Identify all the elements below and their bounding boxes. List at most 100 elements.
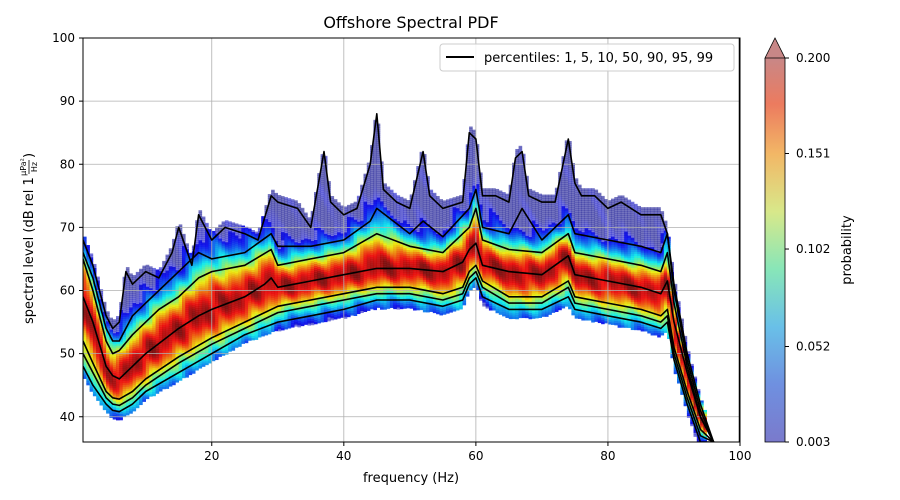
heatmap-cell — [290, 271, 295, 274]
heatmap-cell — [116, 380, 120, 383]
heatmap-cell — [201, 246, 206, 249]
heatmap-cell — [182, 257, 186, 261]
heatmap-cell — [228, 249, 232, 252]
heatmap-cell — [205, 224, 209, 228]
heatmap-cell — [314, 214, 318, 217]
heatmap-cell — [145, 328, 150, 332]
heatmap-cell — [132, 357, 137, 360]
heatmap-cell — [287, 248, 292, 251]
heatmap-cell — [152, 285, 156, 289]
heatmap-cell — [139, 300, 143, 304]
heatmap-cell — [201, 290, 206, 293]
heatmap-cell — [142, 279, 146, 282]
heatmap-cell — [251, 242, 255, 245]
heatmap-cell — [317, 281, 321, 284]
heatmap-cell — [195, 294, 199, 297]
heatmap-cell — [297, 253, 302, 256]
heatmap-cell — [244, 226, 249, 230]
heatmap-cell — [264, 279, 269, 282]
heatmap-cell — [238, 238, 242, 241]
heatmap-cell — [310, 292, 315, 296]
heatmap-cell — [198, 322, 203, 325]
heatmap-cell — [277, 275, 282, 278]
heatmap-cell — [158, 359, 163, 362]
heatmap-cell — [330, 266, 335, 269]
heatmap-cell — [287, 212, 292, 215]
heatmap-cell — [86, 327, 90, 330]
heatmap-cell — [264, 333, 269, 336]
heatmap-cell — [135, 381, 140, 385]
heatmap-cell — [323, 235, 328, 239]
heatmap-cell — [139, 396, 143, 400]
heatmap-cell — [178, 258, 183, 261]
heatmap-cell — [92, 353, 97, 357]
heatmap-cell — [290, 281, 295, 284]
heatmap-cell — [162, 356, 166, 360]
heatmap-cell — [158, 285, 163, 288]
heatmap-cell — [307, 231, 311, 234]
heatmap-cell — [323, 267, 328, 271]
heatmap-cell — [231, 264, 236, 267]
heatmap-cell — [297, 275, 302, 278]
heatmap-cell — [106, 385, 110, 388]
heatmap-cell — [142, 349, 146, 352]
heatmap-cell — [284, 293, 288, 296]
heatmap-cell — [198, 338, 203, 341]
heatmap-cell — [297, 273, 302, 276]
heatmap-cell — [307, 293, 311, 296]
heatmap-cell — [145, 306, 150, 310]
heatmap-cell — [139, 336, 143, 340]
heatmap-cell — [314, 224, 318, 227]
heatmap-cell — [224, 340, 229, 343]
heatmap-cell — [139, 348, 143, 352]
heatmap-cell — [139, 344, 143, 348]
heatmap-cell — [96, 346, 100, 349]
heatmap-cell — [333, 265, 338, 268]
heatmap-cell — [158, 353, 163, 356]
heatmap-cell — [158, 333, 163, 336]
heatmap-cell — [119, 405, 123, 409]
heatmap-cell — [162, 280, 166, 284]
heatmap-cell — [294, 244, 298, 247]
heatmap-cell — [281, 282, 285, 285]
heatmap-cell — [129, 349, 133, 352]
heatmap-cell — [198, 324, 203, 327]
heatmap-cell — [132, 307, 137, 310]
heatmap-cell — [231, 280, 236, 283]
heatmap-cell — [267, 254, 272, 257]
heatmap-cell — [267, 282, 272, 285]
heatmap-cell — [320, 234, 325, 237]
heatmap-cell — [320, 172, 325, 175]
heatmap-cell — [129, 333, 133, 336]
heatmap-cell — [271, 261, 275, 265]
heatmap-cell — [152, 379, 156, 383]
heatmap-cell — [310, 312, 315, 316]
heatmap-cell — [281, 284, 285, 287]
heatmap-cell — [211, 244, 216, 248]
heatmap-cell — [274, 234, 278, 238]
heatmap-cell — [281, 264, 285, 267]
heatmap-cell — [297, 263, 302, 266]
heatmap-cell — [330, 224, 335, 227]
heatmap-cell — [172, 328, 176, 332]
heatmap-cell — [238, 274, 242, 277]
heatmap-cell — [218, 258, 222, 261]
heatmap-cell — [208, 265, 212, 268]
heatmap-cell — [248, 304, 252, 307]
heatmap-cell — [112, 335, 117, 338]
heatmap-cell — [274, 216, 278, 220]
heatmap-cell — [254, 277, 259, 280]
heatmap-cell — [304, 212, 308, 215]
heatmap-cell — [99, 327, 104, 330]
heatmap-cell — [287, 306, 292, 309]
heatmap-cell — [218, 246, 222, 249]
heatmap-cell — [244, 334, 249, 338]
heatmap-cell — [92, 371, 97, 375]
heatmap-cell — [175, 298, 179, 301]
heatmap-cell — [198, 310, 203, 313]
heatmap-cell — [320, 316, 325, 319]
heatmap-cell — [297, 305, 302, 308]
heatmap-cell — [162, 282, 166, 286]
heatmap-cell — [310, 226, 315, 230]
heatmap-cell — [149, 390, 153, 393]
